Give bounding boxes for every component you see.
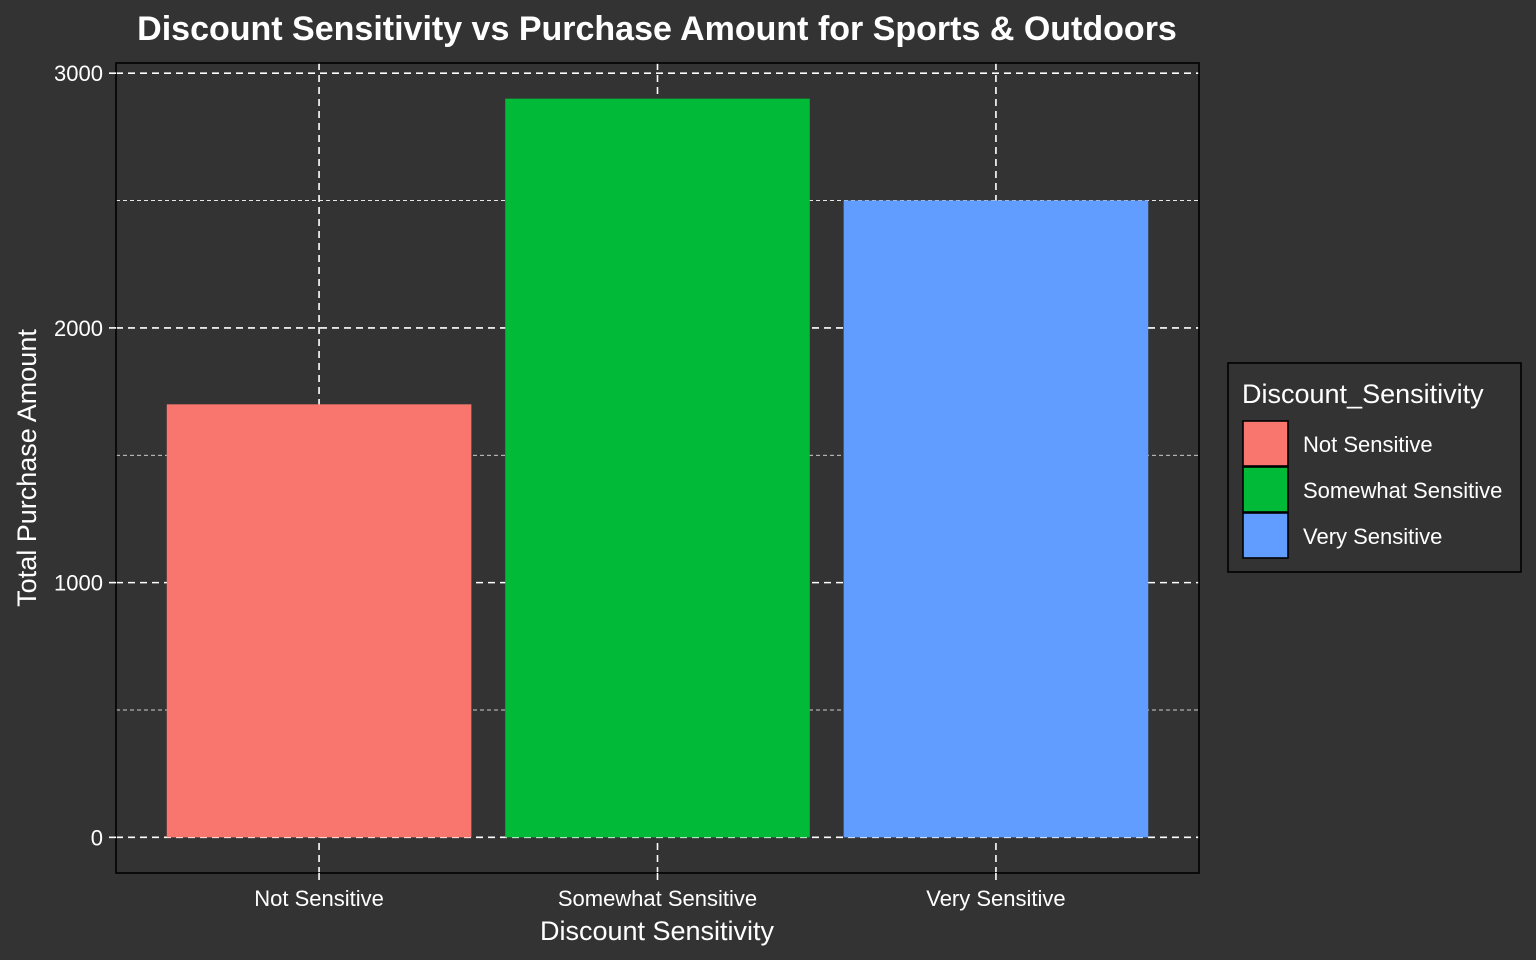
- x-tick-label: Very Sensitive: [926, 886, 1065, 911]
- x-axis: Not Sensitive Somewhat Sensitive Very Sens…: [254, 873, 1066, 911]
- y-tick-label: 2000: [54, 316, 103, 341]
- legend-key: [1242, 466, 1289, 513]
- legend-label: Not Sensitive: [1303, 432, 1433, 457]
- chart-title: Discount Sensitivity vs Purchase Amount …: [137, 10, 1177, 48]
- bar: [166, 404, 472, 838]
- y-axis: 0 1000 2000 3000: [54, 61, 116, 850]
- y-tick-label: 1000: [54, 571, 103, 596]
- y-tick-label: 0: [91, 825, 103, 850]
- legend-title: Discount_Sensitivity: [1242, 379, 1484, 409]
- legend-key: [1242, 420, 1289, 467]
- legend-label: Very Sensitive: [1303, 524, 1442, 549]
- x-tick-label: Somewhat Sensitive: [558, 886, 757, 911]
- x-axis-title: Discount Sensitivity: [540, 916, 775, 946]
- y-axis-title: Total Purchase Amount: [12, 329, 42, 607]
- legend-label: Somewhat Sensitive: [1303, 478, 1502, 503]
- bar: [843, 200, 1149, 838]
- bar: [505, 98, 810, 838]
- bars: [166, 98, 1149, 838]
- y-tick-label: 3000: [54, 61, 103, 86]
- x-tick-label: Not Sensitive: [254, 886, 384, 911]
- legend: Discount_Sensitivity Not Sensitive Somewh…: [1227, 362, 1522, 573]
- legend-key: [1242, 512, 1289, 559]
